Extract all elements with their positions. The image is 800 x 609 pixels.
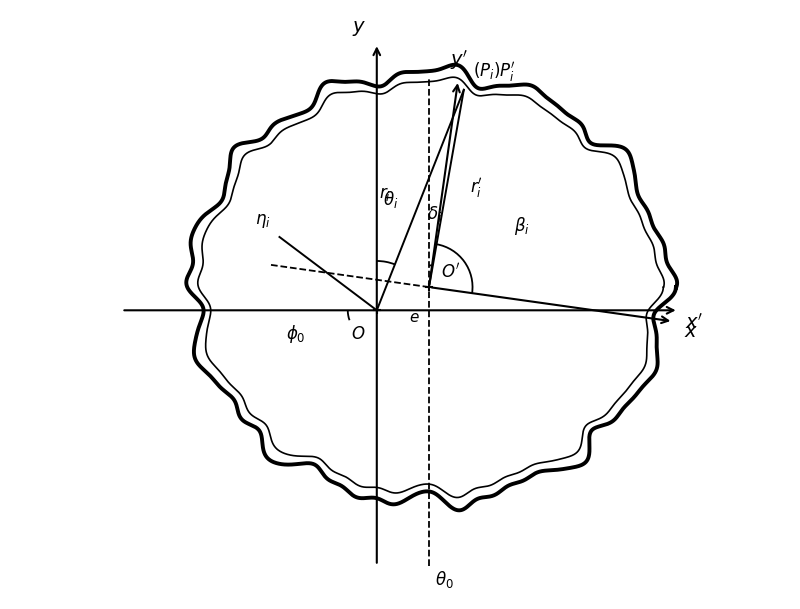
Text: $\eta_i$: $\eta_i$ bbox=[254, 212, 270, 230]
Text: $x'$: $x'$ bbox=[685, 313, 703, 333]
Text: $y'$: $y'$ bbox=[450, 48, 469, 72]
Text: $\phi_0$: $\phi_0$ bbox=[286, 323, 306, 345]
Text: $y$: $y$ bbox=[352, 19, 366, 38]
Text: $O$: $O$ bbox=[350, 325, 365, 343]
Text: $r_i$: $r_i$ bbox=[379, 185, 391, 203]
Text: $\delta_i$: $\delta_i$ bbox=[427, 203, 442, 224]
Text: $\beta_i$: $\beta_i$ bbox=[514, 215, 530, 237]
Text: $\theta_0$: $\theta_0$ bbox=[435, 569, 454, 590]
Text: $r_i'$: $r_i'$ bbox=[470, 177, 482, 200]
Text: $O'$: $O'$ bbox=[441, 262, 460, 281]
Text: $\theta_i$: $\theta_i$ bbox=[382, 189, 398, 209]
Text: $e$: $e$ bbox=[409, 311, 419, 325]
Text: $(P_i)P_i^{\prime}$: $(P_i)P_i^{\prime}$ bbox=[473, 60, 515, 84]
Text: $x$: $x$ bbox=[684, 322, 698, 341]
